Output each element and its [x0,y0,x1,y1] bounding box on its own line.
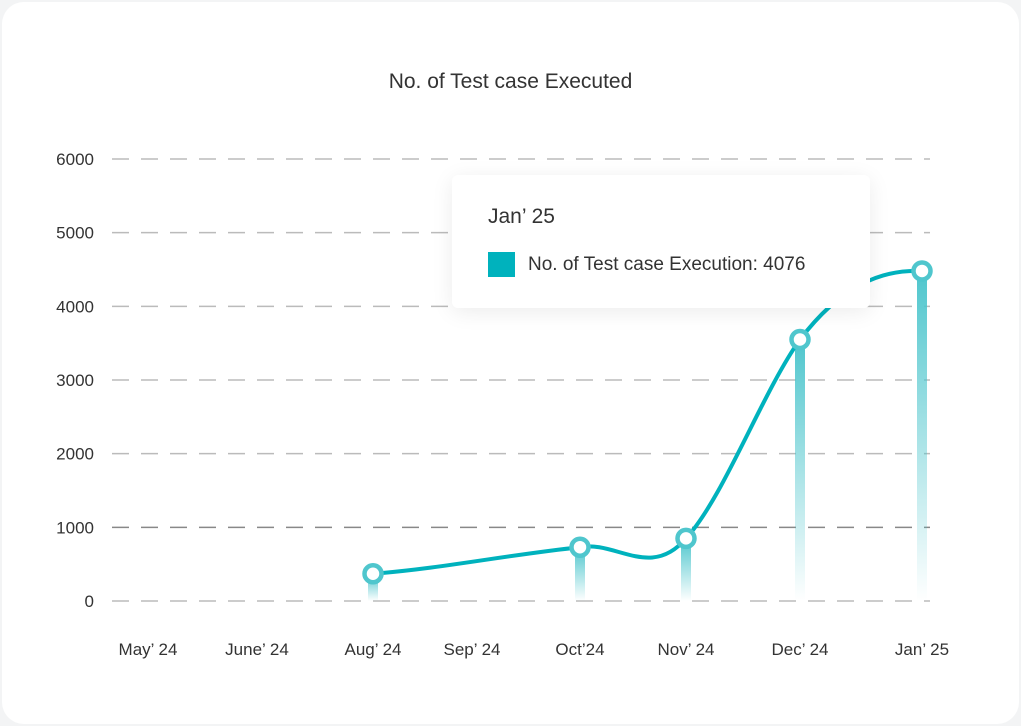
y-tick-label: 1000 [56,518,94,537]
stem-bar [795,339,805,601]
data-point [675,527,697,550]
data-point [911,260,933,282]
y-tick-label: 5000 [56,224,94,243]
x-tick-label: Aug’ 24 [344,640,401,659]
tooltip-legend-swatch [488,252,515,277]
stem-bar [681,538,691,601]
data-point [569,536,591,558]
tooltip-title: Jan’ 25 [488,205,555,228]
y-tick-label: 6000 [56,150,94,169]
chart-title: No. of Test case Executed [388,70,633,93]
stem-bar [917,270,927,601]
x-tick-label: June’ 24 [225,640,289,659]
data-point [362,562,384,585]
x-tick-label: Sep’ 24 [443,640,500,659]
stem-bar [368,573,378,601]
series-line [371,268,924,576]
tooltip: Jan’ 25 No. of Test case Execution: 4076 [452,175,870,308]
y-tick-label: 3000 [56,371,94,390]
stem-bar [575,547,585,601]
data-point [789,328,811,351]
tooltip-value: No. of Test case Execution: 4076 [528,254,806,275]
x-tick-label: May’ 24 [119,640,178,659]
x-tick-label: Dec’ 24 [771,640,828,659]
y-tick-label: 0 [85,592,94,611]
x-tick-label: Nov’ 24 [657,640,714,659]
y-tick-label: 4000 [56,297,94,316]
x-tick-label: Jan’ 25 [895,640,949,659]
y-tick-label: 2000 [56,445,94,464]
x-tick-label: Oct’24 [555,640,604,659]
